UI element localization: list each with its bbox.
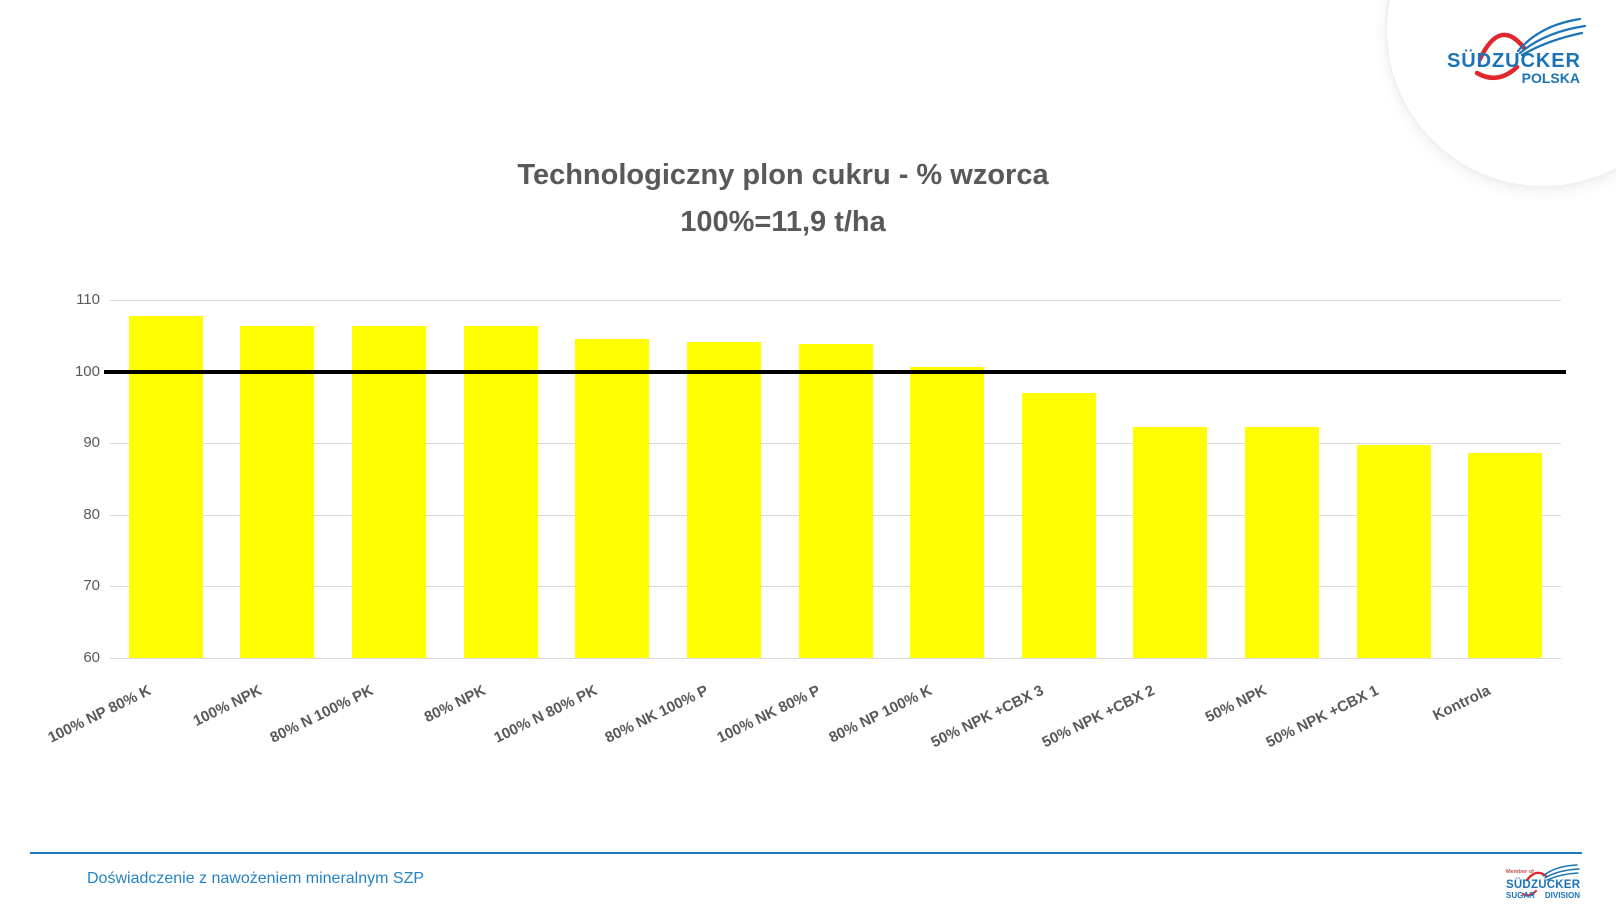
sudzucker-sugar-division-logo: Member of SÜDZUCKER SUGAR DIVISION bbox=[1506, 864, 1581, 900]
footer-divider-line bbox=[30, 852, 1582, 854]
bar bbox=[240, 325, 315, 658]
x-axis-category-label: Kontrola bbox=[1429, 682, 1493, 725]
x-axis-category-label: 80% NK 100% P bbox=[602, 682, 712, 747]
logo-brand-text: SÜDZUCKER bbox=[1447, 49, 1581, 72]
reference-line-100 bbox=[104, 369, 1566, 374]
x-axis-category-label: 100% NK 80% P bbox=[714, 682, 823, 747]
x-axis-category-label: 80% NPK bbox=[421, 682, 489, 727]
gridline bbox=[110, 658, 1561, 659]
bar bbox=[128, 316, 203, 658]
y-axis-tick-label: 100 bbox=[74, 362, 100, 380]
bar bbox=[910, 367, 985, 658]
x-axis-category-label: 100% NP 80% K bbox=[44, 682, 154, 747]
footer-logo-member-of: Member of bbox=[1506, 869, 1534, 875]
bar bbox=[1468, 452, 1543, 658]
bar bbox=[575, 338, 650, 658]
chart-title-block: Technologiczny plon cukru - % wzorca 100… bbox=[0, 152, 1566, 246]
bar bbox=[352, 326, 427, 658]
footer-logo-division: DIVISION bbox=[1545, 891, 1580, 900]
bar bbox=[1356, 445, 1431, 658]
x-axis-category-label: 100% NPK bbox=[190, 682, 265, 730]
x-axis-category-label: 50% NPK bbox=[1202, 682, 1270, 727]
bar bbox=[1244, 427, 1319, 658]
logo-red-swoosh-bottom-icon bbox=[1474, 64, 1520, 81]
footer-logo-brand: SÜDZUCKER bbox=[1506, 878, 1581, 891]
bar bbox=[798, 344, 873, 658]
y-axis-tick-label: 110 bbox=[76, 291, 100, 308]
footer-logo-sugar: SUGAR bbox=[1506, 891, 1535, 900]
chart-title: Technologiczny plon cukru - % wzorca bbox=[517, 159, 1049, 191]
logo-wheat-swoosh-icon bbox=[1516, 17, 1587, 57]
x-axis-category-label: 50% NPK +CBX 3 bbox=[928, 682, 1047, 752]
gridline bbox=[110, 300, 1561, 301]
bar bbox=[1021, 393, 1096, 658]
footer-caption: Doświadczenie z nawożeniem mineralnym SZ… bbox=[87, 870, 425, 887]
x-axis-category-label: 80% NP 100% K bbox=[826, 682, 935, 747]
sudzucker-polska-logo: SÜDZUCKER POLSKA bbox=[1447, 17, 1587, 86]
bar bbox=[1133, 426, 1208, 658]
y-axis-tick-label: 60 bbox=[83, 649, 100, 666]
y-axis-tick-label: 90 bbox=[83, 434, 100, 452]
x-axis-category-label: 50% NPK +CBX 2 bbox=[1039, 682, 1158, 752]
footer-logo-wheat-swoosh-icon bbox=[1542, 864, 1580, 881]
chart-subtitle: 100%=11,9 t/ha bbox=[680, 206, 886, 238]
y-axis-tick-label: 80 bbox=[83, 505, 100, 523]
bar bbox=[686, 341, 761, 658]
y-axis-tick-label: 70 bbox=[83, 577, 100, 595]
logo-red-swoosh-top-icon bbox=[1477, 32, 1527, 62]
x-axis-category-label: 80% N 100% PK bbox=[267, 682, 377, 747]
x-axis-category-label: 100% N 80% PK bbox=[491, 682, 600, 747]
bar bbox=[463, 326, 538, 658]
x-axis-category-label: 50% NPK +CBX 1 bbox=[1263, 682, 1382, 752]
logo-subbrand-text: POLSKA bbox=[1522, 70, 1580, 86]
footer-logo-red-tail-icon bbox=[1522, 890, 1537, 897]
